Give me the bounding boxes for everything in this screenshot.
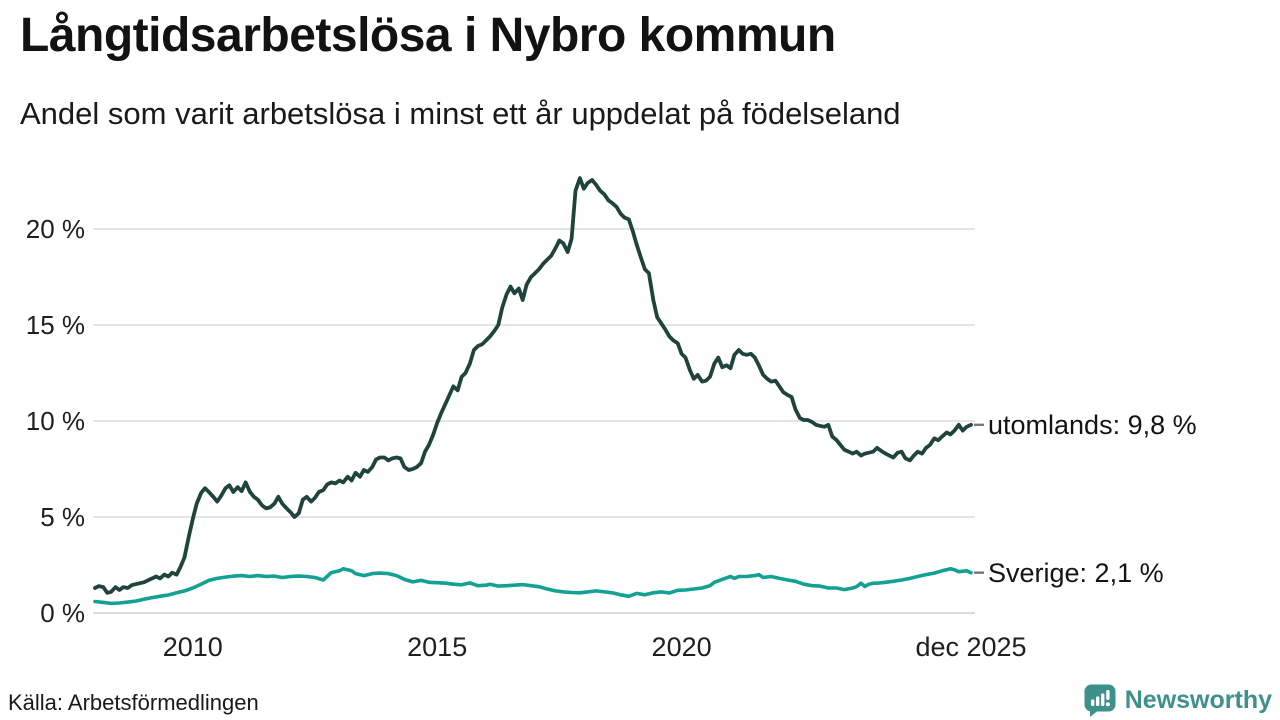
newsworthy-logo: Newsworthy [1083,682,1272,718]
line-Sverige [93,566,973,606]
y-tick-label: 0 % [40,598,85,628]
newsworthy-icon [1084,684,1116,717]
y-tick-label: 20 % [25,214,85,244]
series-end-label-sverige: Sverige: 2,1 % [988,557,1164,588]
x-tick-label: 2010 [162,632,223,662]
x-tick-label: dec 2025 [915,632,1027,662]
gridline-15 [93,324,975,326]
gridline-10 [93,420,975,422]
x-tick-label: 2015 [407,632,468,662]
gridline-5 [93,516,975,518]
y-tick-label: 15 % [25,310,85,340]
line-utomlands [93,176,973,595]
series-end-label-utomlands: utomlands: 9,8 % [988,409,1197,440]
y-tick-label: 10 % [25,406,85,436]
y-tick-label: 5 % [40,502,85,532]
gridline-0 [93,612,975,614]
x-tick-label: 2020 [651,632,712,662]
chart-subtitle: Andel som varit arbetslösa i minst ett å… [20,96,901,131]
source-note: Källa: Arbetsförmedlingen [8,690,259,715]
newsworthy-wordmark: Newsworthy [1124,685,1272,714]
chart-title: Långtidsarbetslösa i Nybro kommun [20,9,836,62]
gridline-20 [93,228,975,230]
